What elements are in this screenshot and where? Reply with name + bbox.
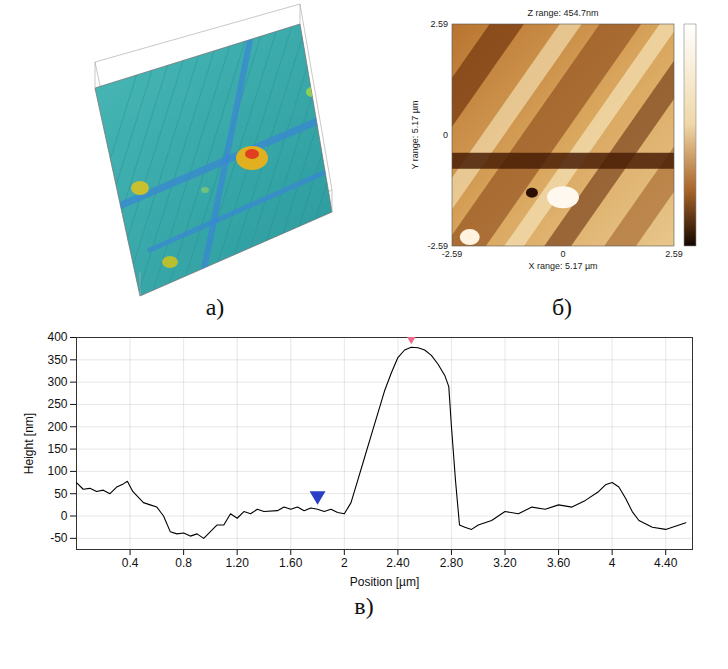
svg-text:X range: 5.17 µm: X range: 5.17 µm xyxy=(528,261,597,271)
svg-text:50: 50 xyxy=(54,487,68,501)
svg-text:2.59: 2.59 xyxy=(430,19,448,29)
svg-text:1.20: 1.20 xyxy=(226,556,250,570)
svg-text:150: 150 xyxy=(47,442,67,456)
svg-text:400: 400 xyxy=(47,330,67,344)
svg-text:100: 100 xyxy=(47,464,67,478)
svg-text:Y range: 5.17 µm: Y range: 5.17 µm xyxy=(410,100,420,169)
svg-text:а): а) xyxy=(206,294,225,320)
svg-text:4.40: 4.40 xyxy=(654,556,678,570)
svg-text:300: 300 xyxy=(47,375,67,389)
svg-text:3.20: 3.20 xyxy=(493,556,517,570)
svg-text:0: 0 xyxy=(61,509,68,523)
svg-text:250: 250 xyxy=(47,397,67,411)
svg-text:200: 200 xyxy=(47,420,67,434)
svg-text:4: 4 xyxy=(609,556,616,570)
svg-text:Z range: 454.7nm: Z range: 454.7nm xyxy=(527,8,598,18)
svg-text:Position [µm]: Position [µm] xyxy=(350,575,420,589)
svg-text:0.4: 0.4 xyxy=(122,556,139,570)
svg-text:350: 350 xyxy=(47,353,67,367)
svg-text:-2.59: -2.59 xyxy=(427,241,448,251)
html-text:в): в) xyxy=(354,593,374,619)
svg-text:б): б) xyxy=(552,294,572,320)
svg-text:2.40: 2.40 xyxy=(386,556,410,570)
svg-text:-50: -50 xyxy=(50,531,68,545)
svg-text:3.60: 3.60 xyxy=(547,556,571,570)
svg-text:0: 0 xyxy=(443,130,448,140)
svg-text:2: 2 xyxy=(341,556,348,570)
svg-text:0: 0 xyxy=(560,249,565,259)
svg-text:2.80: 2.80 xyxy=(440,556,464,570)
svg-text:-2.59: -2.59 xyxy=(442,249,463,259)
svg-text:Height [nm]: Height [nm] xyxy=(22,413,36,474)
svg-text:2.59: 2.59 xyxy=(665,249,683,259)
svg-text:0.8: 0.8 xyxy=(175,556,192,570)
svg-text:1.60: 1.60 xyxy=(279,556,303,570)
